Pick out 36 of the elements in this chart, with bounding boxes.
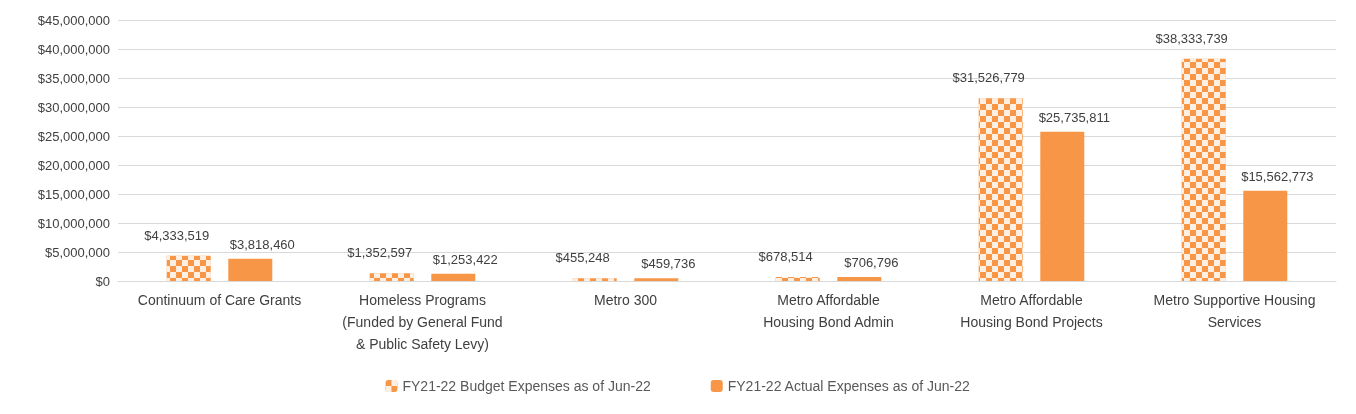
bar	[634, 278, 679, 281]
bar	[837, 276, 882, 281]
y-tick-label: $25,000,000	[37, 128, 110, 144]
data-label: $25,735,811	[1038, 109, 1110, 125]
x-tick-label: Metro Affordable Housing Bond Projects	[960, 292, 1103, 330]
data-label: $459,736	[641, 256, 696, 272]
legend-label: FY21-22 Actual Expenses as of Jun-22	[727, 378, 970, 394]
x-tick-label: Metro Supportive Housing Services	[1153, 292, 1316, 330]
y-tick-label: $20,000,000	[37, 157, 110, 173]
y-tick-label: $30,000,000	[37, 99, 110, 115]
data-label: $4,333,519	[144, 227, 210, 243]
x-tick-label: Metro Affordable Housing Bond Admin	[763, 292, 894, 330]
bar	[1040, 131, 1085, 281]
data-label: $455,248	[555, 250, 610, 266]
y-tick-label: $40,000,000	[37, 41, 110, 57]
bar	[1243, 190, 1288, 281]
x-tick-label: Metro 300	[593, 292, 658, 308]
data-label: $31,526,779	[952, 70, 1025, 86]
data-label: $3,818,460	[229, 236, 295, 252]
y-tick-label: $0	[95, 273, 110, 289]
y-tick-label: $10,000,000	[37, 215, 110, 231]
bar	[228, 258, 273, 281]
x-tick-label: Continuum of Care Grants	[137, 292, 302, 308]
y-tick-label: $15,000,000	[37, 186, 110, 202]
legend-label: FY21-22 Budget Expenses as of Jun-22	[402, 378, 651, 394]
data-label: $38,333,739	[1155, 30, 1228, 46]
bar	[431, 273, 476, 281]
data-label: $678,514	[758, 249, 813, 265]
x-tick-label: Homeless Programs (Funded by General Fund & Public Safety Levy)	[342, 292, 503, 352]
data-label: $706,796	[844, 254, 899, 270]
data-label: $1,253,422	[432, 251, 498, 267]
y-tick-label: $45,000,000	[37, 12, 110, 28]
data-label: $15,562,773	[1241, 168, 1314, 184]
data-label: $1,352,597	[347, 245, 413, 261]
y-tick-label: $35,000,000	[37, 70, 110, 86]
y-tick-label: $5,000,000	[44, 244, 110, 260]
